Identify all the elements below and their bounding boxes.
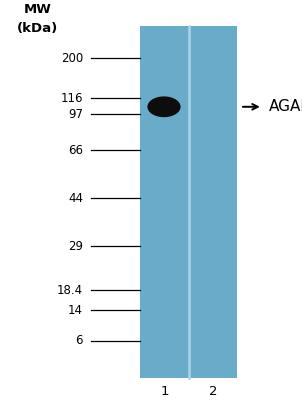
Text: 66: 66: [68, 144, 83, 156]
Text: 44: 44: [68, 192, 83, 204]
Text: 6: 6: [76, 334, 83, 347]
Text: 200: 200: [61, 52, 83, 64]
Text: (kDa): (kDa): [17, 22, 58, 35]
Text: 97: 97: [68, 108, 83, 120]
Text: 14: 14: [68, 304, 83, 316]
Text: AGAP2: AGAP2: [269, 99, 302, 114]
Text: 29: 29: [68, 240, 83, 252]
Text: 18.4: 18.4: [57, 284, 83, 296]
Bar: [140, 26, 237, 378]
Text: 116: 116: [60, 92, 83, 104]
Text: 2: 2: [209, 385, 217, 398]
Text: 1: 1: [161, 385, 169, 398]
Text: MW: MW: [24, 3, 52, 16]
Ellipse shape: [147, 96, 181, 117]
